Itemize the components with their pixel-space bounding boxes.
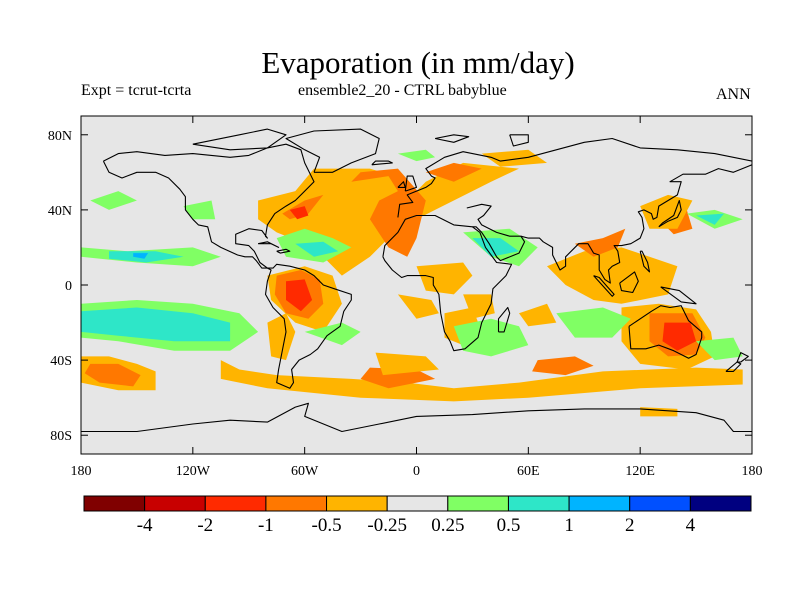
- contour-region-44: [397, 149, 436, 162]
- x-tick-label-1: 120W: [176, 464, 211, 479]
- coastline-17: [81, 402, 752, 433]
- coastline-5: [520, 164, 752, 284]
- contour-region-31: [81, 307, 231, 342]
- colorbar-box-10: [689, 495, 752, 512]
- coastline-16: [371, 160, 393, 166]
- contour-region-20: [286, 279, 313, 312]
- contour-region-34: [133, 253, 149, 259]
- colorbar-label-5: 0.25: [431, 515, 464, 536]
- contour-region-36: [295, 241, 339, 257]
- coastline-7: [404, 175, 418, 192]
- x-tick-label-4: 60E: [517, 464, 540, 479]
- coastline-18: [639, 250, 651, 273]
- contour-region-21: [416, 262, 473, 295]
- contour-region-3: [360, 367, 436, 389]
- x-tick-label-3: 0: [413, 464, 420, 479]
- x-tick-label-5: 120E: [625, 464, 655, 479]
- contour-region-4: [532, 356, 594, 376]
- x-tick-label-2: 60W: [291, 464, 319, 479]
- x-tick-label-6: 180: [742, 464, 763, 479]
- contour-region-2: [84, 363, 141, 387]
- y-tick-label-2: 0: [65, 279, 72, 294]
- colorbar-label-1: -2: [197, 515, 213, 536]
- colorbar-box-1: [144, 495, 206, 512]
- season-label: ANN: [716, 86, 751, 103]
- coastline-19: [257, 241, 280, 248]
- coastline-14: [736, 352, 749, 363]
- contour-region-27: [519, 303, 557, 327]
- colorbar-box-7: [507, 495, 570, 512]
- contour-region-22: [547, 247, 678, 304]
- contour-region-28: [481, 149, 547, 167]
- coastline-12: [660, 286, 697, 305]
- contour-region-33: [109, 251, 184, 263]
- contour-region-46: [696, 337, 743, 361]
- coastline-15: [725, 361, 742, 372]
- colorbar-label-4: -0.25: [367, 515, 407, 536]
- colorbar-box-3: [265, 495, 328, 512]
- colorbar-label-6: 0.5: [497, 515, 521, 536]
- contour-region-41: [556, 307, 631, 338]
- colorbar: -4 -2 -1 -0.5 -0.25 0.25 0.5 1 2 4: [83, 495, 752, 536]
- contour-region-12: [397, 294, 439, 319]
- colorbar-label-0: -4: [137, 515, 153, 536]
- coastline-23: [192, 128, 287, 151]
- coastline-10: [593, 275, 615, 297]
- coastline-6: [628, 305, 703, 359]
- y-tick-label-0: 80N: [48, 129, 72, 144]
- contour-region-0: [220, 360, 743, 402]
- coastline-9: [658, 199, 682, 228]
- map-plot-area: [80, 115, 753, 455]
- coastline-3: [397, 137, 752, 218]
- contour-region-43: [696, 213, 724, 225]
- coastline-1: [285, 128, 380, 173]
- contour-region-45: [90, 191, 137, 210]
- colorbar-label-9: 4: [686, 515, 696, 536]
- colorbar-label-3: -0.5: [312, 515, 342, 536]
- colorbar-box-8: [568, 495, 631, 512]
- colorbar-box-5: [386, 495, 449, 512]
- chart-title: Evaporation (in mm/day): [261, 45, 575, 80]
- y-tick-label-1: 40N: [48, 204, 72, 219]
- coastline-8: [397, 181, 406, 188]
- experiment-label: Expt = tcrut-tcrta: [81, 82, 192, 99]
- ensemble-label: ensemble2_20 - CTRL babyblue: [298, 82, 507, 99]
- contour-region-6: [267, 313, 296, 361]
- colorbar-box-0: [83, 495, 146, 512]
- contour-region-37: [304, 322, 361, 346]
- x-tick-label-0: 180: [71, 464, 92, 479]
- contour-region-17: [425, 162, 482, 182]
- colorbar-label-2: -1: [258, 515, 274, 536]
- contour-region-15: [289, 206, 309, 220]
- contour-region-23: [574, 228, 626, 257]
- coastline-21: [509, 134, 529, 147]
- colorbar-label-8: 2: [625, 515, 635, 536]
- colorbar-box-4: [326, 495, 388, 512]
- coastline-11: [619, 271, 639, 294]
- coastline-2: [382, 214, 513, 352]
- contour-region-5: [375, 352, 439, 376]
- coastline-22: [434, 134, 470, 143]
- map-axes: 180 120W 60W 0 60E 120E 180 80N 40N 0 40S 80S: [48, 116, 763, 479]
- coastline-13: [497, 306, 511, 333]
- colorbar-box-6: [447, 495, 509, 512]
- y-tick-label-3: 40S: [50, 354, 72, 369]
- coastline-0: [102, 143, 352, 389]
- contour-region-47: [183, 200, 216, 220]
- contour-region-40: [453, 318, 529, 357]
- coastline-20: [276, 248, 291, 254]
- colorbar-box-2: [204, 495, 267, 512]
- colorbar-box-9: [629, 495, 691, 512]
- y-tick-label-4: 80S: [50, 429, 72, 444]
- colorbar-label-7: 1: [564, 515, 574, 536]
- contour-region-10: [662, 322, 697, 351]
